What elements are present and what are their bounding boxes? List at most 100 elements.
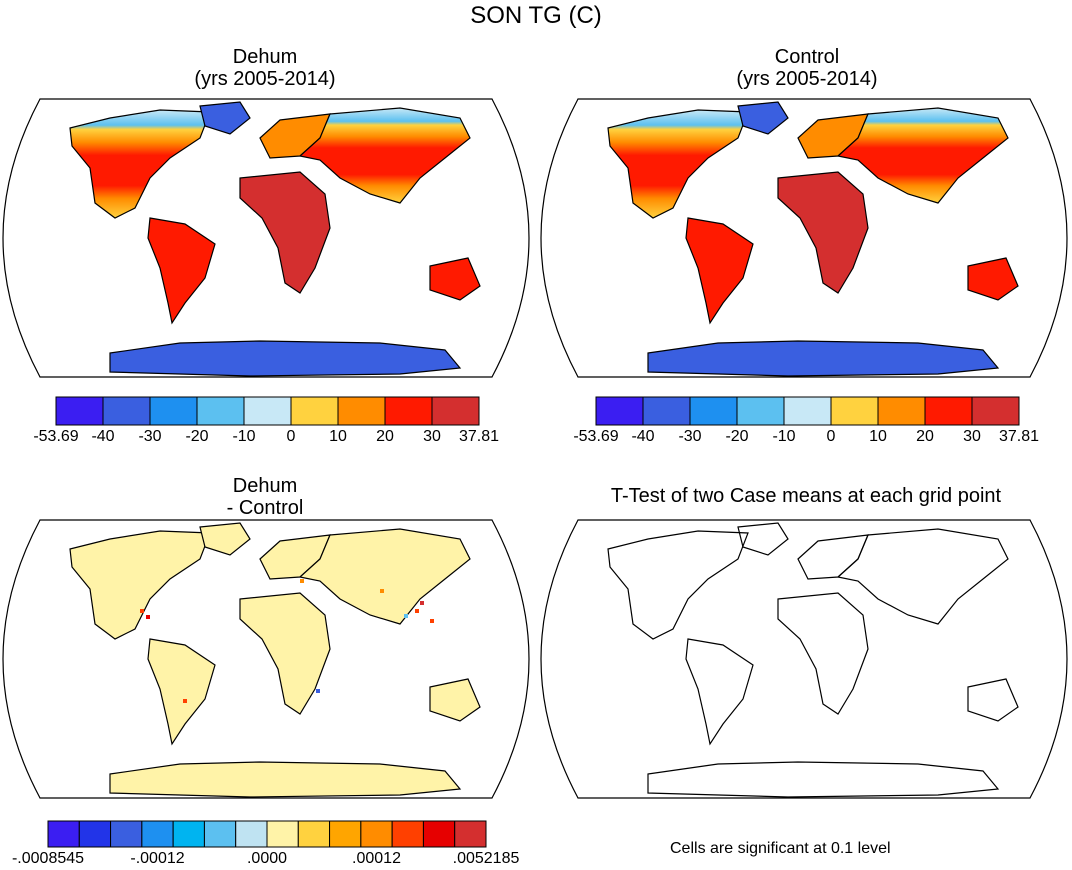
colorbar-swatch bbox=[329, 820, 362, 848]
map-land-layer bbox=[607, 522, 1019, 798]
colorbar-dehum bbox=[55, 396, 480, 426]
colorbar-tick-label: 0 bbox=[286, 428, 296, 445]
south-america-outline bbox=[685, 217, 754, 325]
colorbar-swatch bbox=[736, 396, 785, 426]
panel-title-line2: (yrs 2005-2014) bbox=[736, 68, 878, 90]
map-control bbox=[540, 98, 1068, 378]
colorbar-swatch bbox=[391, 820, 424, 848]
colorbar-swatch bbox=[141, 820, 174, 848]
colorbar-swatch bbox=[102, 396, 151, 426]
north-america-outline bbox=[607, 109, 749, 219]
antarctica-outline bbox=[647, 761, 1000, 798]
south-america-outline bbox=[685, 638, 754, 746]
panel-title-control: Control (yrs 2005-2014) bbox=[662, 46, 952, 90]
colorbar-tick-label: -53.69 bbox=[33, 428, 79, 445]
colorbar-swatch bbox=[830, 396, 879, 426]
colorbar-tick-label: 37.81 bbox=[998, 428, 1040, 445]
colorbar-tick-label: 20 bbox=[916, 428, 934, 445]
colorbar-swatch bbox=[243, 396, 292, 426]
antarctica-outline bbox=[647, 340, 1000, 377]
africa-outline bbox=[777, 171, 869, 294]
colorbar-swatch bbox=[595, 396, 644, 426]
greenland-outline bbox=[737, 101, 789, 135]
map-dehum bbox=[2, 98, 530, 378]
south-america-outline bbox=[147, 638, 216, 746]
colorbar-tick-label: -53.69 bbox=[573, 428, 619, 445]
panel-title-line1: Dehum bbox=[232, 46, 298, 68]
colorbar-swatch bbox=[47, 820, 80, 848]
colorbar-swatch bbox=[422, 820, 456, 848]
grid-cell bbox=[430, 619, 434, 623]
colorbar-tick-label: 37.81 bbox=[458, 428, 500, 445]
colorbar-swatch bbox=[196, 396, 245, 426]
colorbar-tick-label: 0 bbox=[826, 428, 836, 445]
map-land-layer bbox=[607, 101, 1019, 377]
colorbar-swatch bbox=[454, 820, 487, 848]
colorbar-tick-label: -30 bbox=[678, 428, 702, 445]
panel-title-line2: (yrs 2005-2014) bbox=[194, 68, 336, 90]
north-america-outline bbox=[69, 530, 211, 640]
australia-outline bbox=[429, 678, 481, 722]
africa-outline bbox=[239, 592, 331, 715]
panel-title-line2: - Control bbox=[226, 497, 304, 519]
colorbar-swatch bbox=[110, 820, 143, 848]
map-frame bbox=[540, 98, 1068, 378]
colorbar-tick-label: 20 bbox=[376, 428, 394, 445]
colorbar-labels-diff: -.0008545 -.00012 .0000 .00012 .0052185 bbox=[12, 850, 519, 870]
africa-outline bbox=[777, 592, 869, 715]
grid-cell bbox=[316, 689, 320, 693]
colorbar-swatch bbox=[172, 820, 205, 848]
colorbar-swatch bbox=[55, 396, 104, 426]
colorbar-labels-dehum: -53.69 -40 -30 -20 -10 0 10 20 30 37.81 bbox=[33, 428, 499, 448]
antarctica-outline bbox=[109, 340, 462, 377]
panel-title-diff: Dehum - Control bbox=[120, 475, 410, 519]
map-land-layer bbox=[69, 101, 481, 377]
colorbar-swatch bbox=[149, 396, 198, 426]
colorbar-tick-label: .0000 bbox=[246, 850, 288, 867]
colorbar-tick-label: 10 bbox=[329, 428, 347, 445]
asia-outline bbox=[836, 528, 1009, 625]
colorbar-swatch bbox=[924, 396, 973, 426]
antarctica-outline bbox=[109, 761, 462, 798]
grid-cell bbox=[415, 609, 419, 613]
grid-cell bbox=[183, 699, 187, 703]
colorbar-tick-label: -10 bbox=[772, 428, 796, 445]
map-frame bbox=[2, 98, 530, 378]
greenland-outline bbox=[737, 522, 789, 556]
colorbar-swatch bbox=[337, 396, 386, 426]
colorbar-swatch bbox=[266, 820, 299, 848]
colorbar-swatch bbox=[297, 820, 331, 848]
colorbar-tick-label: 30 bbox=[963, 428, 981, 445]
colorbar-swatch bbox=[203, 820, 237, 848]
australia-outline bbox=[429, 257, 481, 301]
colorbar-tick-label: -40 bbox=[631, 428, 655, 445]
colorbar-swatch bbox=[78, 820, 112, 848]
australia-outline bbox=[967, 678, 1019, 722]
colorbar-diff bbox=[47, 820, 487, 848]
colorbar-control bbox=[595, 396, 1020, 426]
colorbar-tick-label: 10 bbox=[869, 428, 887, 445]
colorbar-tick-label: .0052185 bbox=[452, 850, 520, 867]
colorbar-swatch bbox=[290, 396, 339, 426]
map-diff bbox=[2, 519, 530, 799]
asia-outline bbox=[298, 528, 471, 625]
colorbar-tick-label: .00012 bbox=[352, 850, 401, 867]
figure-title: SON TG (C) bbox=[470, 2, 602, 29]
colorbar-swatch bbox=[235, 820, 268, 848]
grid-cell bbox=[404, 614, 408, 618]
colorbar-tick-label: -20 bbox=[725, 428, 749, 445]
grid-cell bbox=[146, 615, 150, 619]
colorbar-swatch bbox=[431, 396, 480, 426]
colorbar-swatch bbox=[971, 396, 1020, 426]
greenland-outline bbox=[199, 101, 251, 135]
asia-outline bbox=[298, 107, 471, 204]
colorbar-swatch bbox=[384, 396, 433, 426]
grid-cell bbox=[140, 609, 144, 613]
map-frame bbox=[2, 519, 530, 799]
colorbar-swatch bbox=[783, 396, 832, 426]
asia-outline bbox=[836, 107, 1009, 204]
grid-cell bbox=[300, 579, 304, 583]
colorbar-tick-label: -40 bbox=[91, 428, 115, 445]
australia-outline bbox=[967, 257, 1019, 301]
map-frame bbox=[540, 519, 1068, 799]
